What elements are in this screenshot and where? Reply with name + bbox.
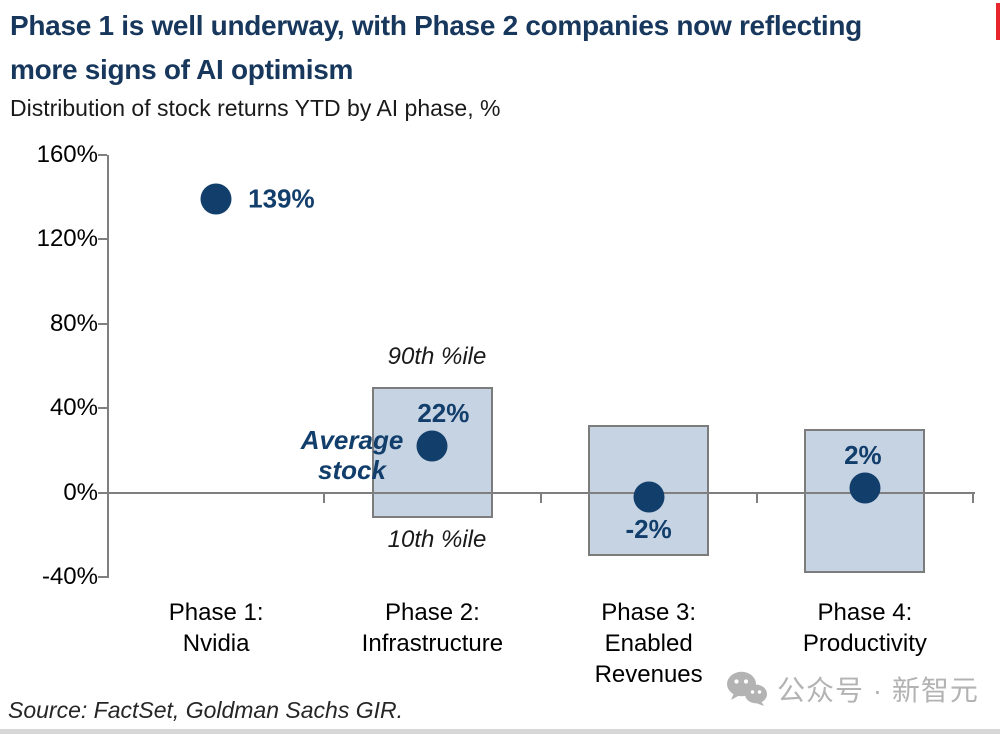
data-label: 139% bbox=[248, 183, 315, 214]
average-dot bbox=[416, 430, 448, 462]
wechat-icon bbox=[726, 671, 768, 707]
source-note: Source: FactSet, Goldman Sachs GIR. bbox=[8, 697, 403, 723]
y-tick-label: 120% bbox=[36, 225, 98, 253]
category-tick bbox=[972, 492, 974, 503]
watermark-text: 公众号 · 新智元 bbox=[777, 675, 979, 706]
chart-subtitle: Distribution of stock returns YTD by AI … bbox=[10, 95, 501, 121]
chart-title: Phase 1 is well underway, with Phase 2 c… bbox=[10, 10, 862, 85]
y-tick-label: 40% bbox=[49, 394, 98, 422]
data-label: 22% bbox=[417, 398, 470, 429]
y-axis bbox=[107, 155, 109, 578]
category-label: Phase 2: Infrastructure bbox=[361, 599, 504, 657]
y-tick-label: 80% bbox=[49, 309, 98, 337]
y-tick bbox=[98, 238, 107, 241]
average-dot bbox=[633, 481, 665, 513]
y-tick-label: 160% bbox=[36, 141, 98, 168]
annotation-average-stock: Average stock bbox=[300, 425, 404, 485]
y-tick bbox=[98, 576, 107, 578]
data-label: -2% bbox=[625, 513, 672, 544]
category-tick bbox=[323, 492, 326, 503]
category-tick bbox=[539, 492, 542, 503]
y-tick bbox=[98, 407, 107, 410]
watermark: 公众号 · 新智元 bbox=[726, 669, 979, 709]
y-tick-label: 0% bbox=[63, 478, 98, 506]
category-label: Phase 1: Nvidia bbox=[168, 599, 264, 657]
data-label: 2% bbox=[844, 440, 882, 471]
y-tick-label: -40% bbox=[41, 563, 98, 590]
category-tick bbox=[755, 492, 758, 503]
accent-bar bbox=[996, 3, 1000, 40]
y-tick bbox=[98, 491, 107, 494]
average-dot bbox=[849, 472, 881, 504]
bottom-strip bbox=[0, 729, 1000, 734]
y-tick bbox=[98, 154, 107, 156]
category-label: Phase 4: Productivity bbox=[802, 599, 927, 657]
percentile-box bbox=[371, 387, 493, 518]
annotation-90th-percentile: 90th %ile bbox=[387, 343, 487, 370]
category-label: Phase 3: Enabled Revenues bbox=[594, 599, 703, 688]
annotation-10th-percentile: 10th %ile bbox=[387, 526, 487, 553]
average-dot bbox=[200, 183, 232, 215]
y-tick bbox=[98, 322, 107, 325]
